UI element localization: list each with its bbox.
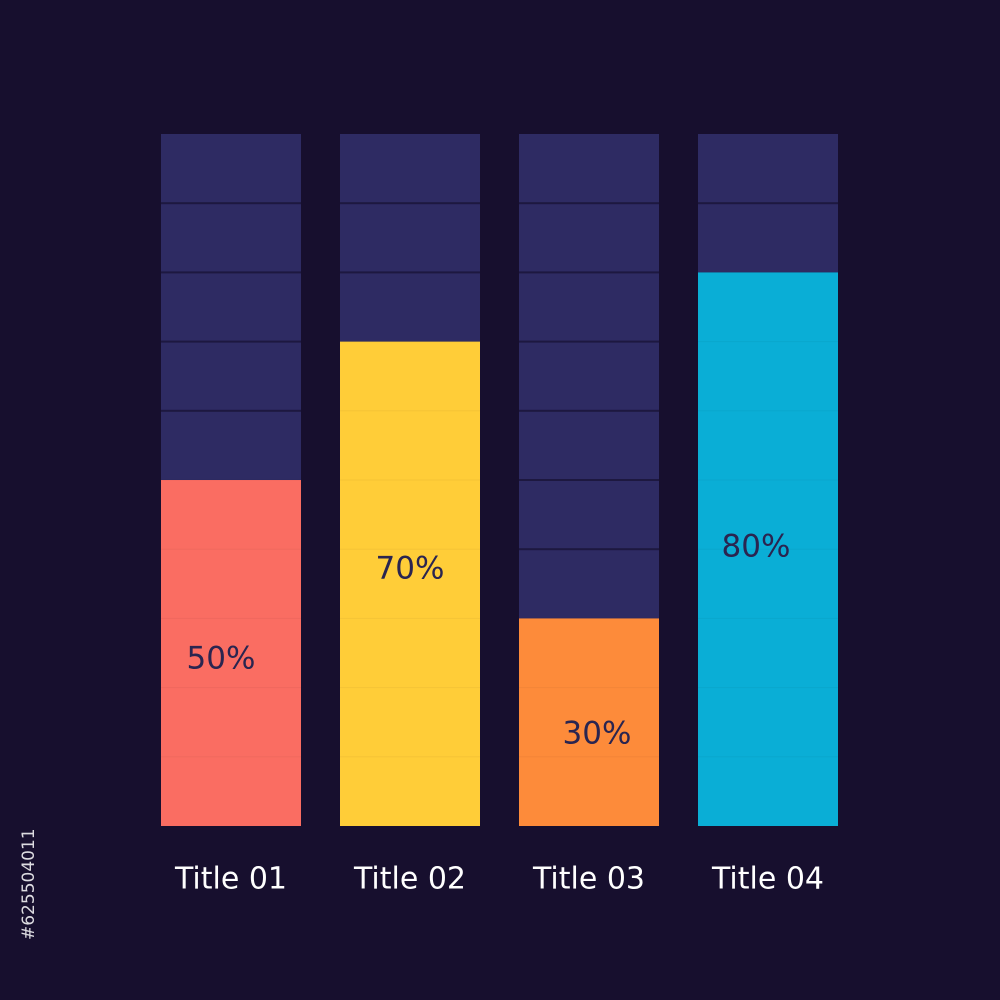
category-label-1: Title 01 <box>174 862 287 897</box>
category-label-2: Title 02 <box>353 862 466 897</box>
category-label-4: Title 04 <box>711 862 824 897</box>
segment-divider-faint <box>340 548 480 550</box>
segment-divider-faint <box>161 687 301 689</box>
segment-divider <box>340 271 480 274</box>
bar-1 <box>161 480 301 826</box>
segment-divider-faint <box>698 548 838 550</box>
bar-2 <box>340 341 480 826</box>
segment-divider-faint <box>340 479 480 481</box>
segment-divider-faint <box>340 410 480 412</box>
segment-divider <box>519 409 659 412</box>
segment-divider-faint <box>519 617 659 619</box>
segment-divider-faint <box>698 687 838 689</box>
segment-dividers <box>161 202 838 758</box>
segment-divider-faint <box>519 687 659 689</box>
segment-divider-faint <box>519 756 659 758</box>
segment-divider <box>340 202 480 205</box>
segment-divider-faint <box>698 410 838 412</box>
segment-divider <box>519 340 659 343</box>
category-labels: Title 01 Title 02 Title 03 Title 04 <box>174 862 824 897</box>
segment-divider-faint <box>698 617 838 619</box>
segment-divider-faint <box>698 271 838 273</box>
segment-divider-faint <box>698 341 838 343</box>
value-label-2: 70% <box>376 551 445 587</box>
segment-divider <box>161 271 301 274</box>
segment-divider-faint <box>161 756 301 758</box>
segment-divider-faint <box>698 756 838 758</box>
bar-3 <box>519 618 659 826</box>
value-label-1: 50% <box>187 641 256 677</box>
segment-divider <box>519 271 659 274</box>
value-label-3: 30% <box>563 716 632 752</box>
segment-divider-faint <box>161 617 301 619</box>
segment-divider-faint <box>698 479 838 481</box>
category-label-3: Title 03 <box>532 862 645 897</box>
bar-4 <box>698 272 838 826</box>
segment-divider-faint <box>340 756 480 758</box>
segment-divider <box>161 409 301 412</box>
segment-divider-faint <box>340 341 480 343</box>
segment-divider <box>519 548 659 551</box>
value-label-4: 80% <box>722 529 791 565</box>
bars <box>161 272 838 826</box>
segment-divider-faint <box>340 617 480 619</box>
segment-divider-faint <box>161 548 301 550</box>
segment-divider <box>161 340 301 343</box>
segment-divider <box>161 202 301 205</box>
segment-divider <box>698 202 838 205</box>
value-labels: 50% 70% 30% 80% <box>187 529 791 752</box>
segment-divider-faint <box>340 687 480 689</box>
segment-divider <box>519 479 659 481</box>
segment-divider <box>519 202 659 205</box>
segment-divider-faint <box>161 479 301 481</box>
